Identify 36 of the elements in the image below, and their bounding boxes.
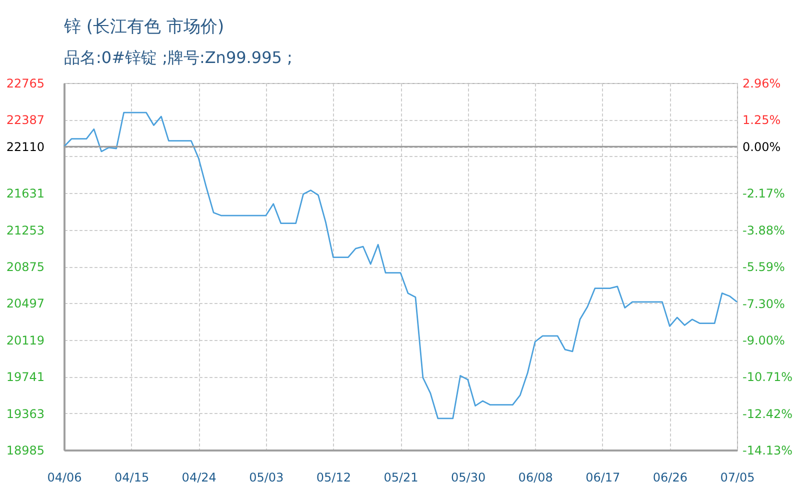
x-tick-label: 06/26 (652, 470, 688, 484)
chart-subtitle: 品名:0#锌锭 ;牌号:Zn99.995 ; (64, 48, 292, 67)
y2-tick-label: -14.13% (742, 444, 793, 458)
x-tick-label: 07/05 (720, 470, 755, 484)
y-tick-label: 20497 (6, 296, 44, 311)
y2-tick-label: -10.71% (742, 370, 793, 384)
x-tick-label: 06/08 (518, 470, 553, 484)
y-tick-label: 18985 (6, 444, 44, 458)
x-tick-label: 04/15 (114, 470, 150, 484)
y-tick-label: 21631 (6, 186, 44, 201)
y-tick-label: 22765 (6, 76, 44, 90)
x-tick-label: 04/06 (47, 470, 82, 484)
y2-tick-label: -2.17% (742, 186, 785, 201)
y-tick-label: 22387 (6, 113, 44, 128)
x-tick-label: 05/12 (316, 470, 351, 484)
y-tick-label: 22110 (6, 140, 44, 154)
y2-tick-label: 1.25% (742, 113, 781, 128)
y2-tick-label: 2.96% (742, 76, 781, 90)
y2-tick-label: -9.00% (742, 333, 785, 348)
y2-tick-label: -7.30% (742, 296, 785, 311)
y-tick-label: 21253 (6, 223, 44, 238)
y-tick-label: 19363 (6, 406, 44, 421)
y-tick-label: 20875 (6, 260, 44, 274)
y2-tick-label: -3.88% (742, 223, 785, 238)
y2-tick-label: -12.42% (742, 406, 793, 421)
y2-tick-label: 0.00% (742, 140, 781, 154)
x-tick-label: 04/24 (182, 470, 216, 484)
x-tick-label: 06/17 (586, 470, 620, 484)
chart-title: 锌 (长江有色 市场价) (63, 17, 224, 37)
y2-tick-label: -5.59% (742, 260, 785, 274)
line-series (63, 112, 738, 420)
y-tick-label: 19741 (6, 370, 44, 384)
x-tick-label: 05/03 (249, 470, 284, 484)
y-tick-label: 20119 (6, 333, 44, 348)
x-tick-label: 05/21 (384, 470, 418, 484)
x-tick-label: 05/30 (451, 470, 486, 484)
